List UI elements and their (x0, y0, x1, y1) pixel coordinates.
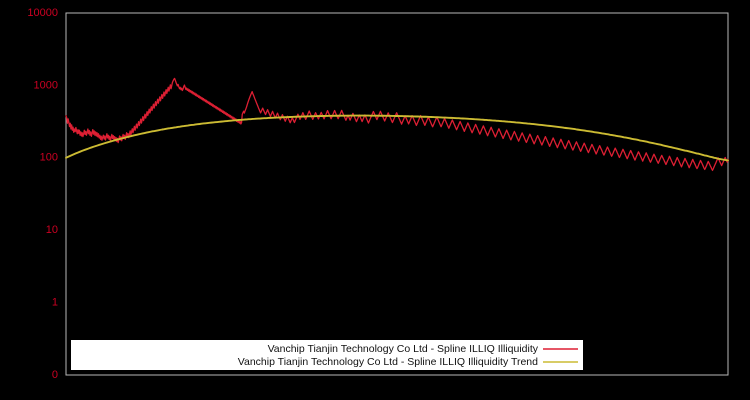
illiquidity-trend-line (65, 114, 729, 162)
illiquidity-series-line (65, 77, 729, 172)
y-tick-label: 1 (52, 297, 58, 309)
legend-background (71, 340, 583, 370)
data-series-group (65, 77, 729, 172)
y-tick-label: 0 (52, 369, 58, 381)
y-tick-label: 1000 (34, 79, 58, 91)
plot-area-border (65, 12, 729, 376)
chart-legend[interactable]: Vanchip Tianjin Technology Co Ltd - Spli… (71, 340, 583, 370)
legend-label-trend: Vanchip Tianjin Technology Co Ltd - Spli… (238, 356, 538, 368)
legend-label-series: Vanchip Tianjin Technology Co Ltd - Spli… (268, 343, 539, 355)
y-tick-label: 10 (46, 224, 58, 236)
y-tick-label: 10000 (27, 7, 58, 19)
y-tick-label: 100 (40, 152, 58, 164)
